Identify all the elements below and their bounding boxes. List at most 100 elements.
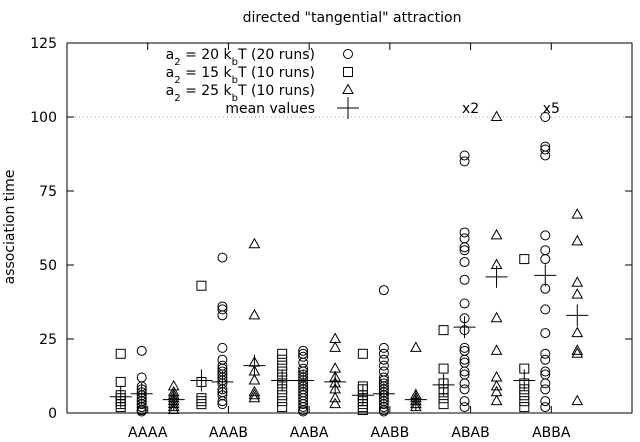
data-point-triangle xyxy=(248,373,261,385)
data-point-circle xyxy=(540,396,551,407)
x-tick-label: ABAB xyxy=(451,425,489,441)
data-point-circle xyxy=(298,345,309,356)
data-point-triangle xyxy=(571,344,584,355)
data-point-circle xyxy=(459,384,470,395)
mean-marker xyxy=(566,304,589,327)
data-point-circle xyxy=(136,406,147,417)
data-point-square xyxy=(438,399,449,410)
data-point-circle xyxy=(540,245,551,256)
mean-marker xyxy=(432,373,455,396)
data-point-circle xyxy=(136,372,147,383)
data-point-circle xyxy=(459,227,470,238)
data-point-triangle xyxy=(490,228,503,240)
data-point-triangle xyxy=(490,394,503,406)
annotation-label: x5 xyxy=(543,101,560,117)
data-point-circle xyxy=(540,384,551,395)
data-point-square xyxy=(519,402,530,413)
data-point-circle xyxy=(459,257,470,268)
data-point-triangle xyxy=(167,379,180,391)
data-point-circle xyxy=(459,396,470,407)
data-point-square xyxy=(115,348,126,359)
data-point-triangle xyxy=(248,391,261,403)
data-point-circle xyxy=(378,348,389,359)
data-point-triangle xyxy=(571,288,584,299)
data-point-triangle xyxy=(571,347,584,358)
data-point-square xyxy=(277,354,288,365)
data-point-circle xyxy=(459,298,470,309)
mean-marker xyxy=(534,264,557,287)
data-point-circle xyxy=(217,252,228,263)
mean-marker xyxy=(190,369,213,392)
data-point-circle xyxy=(540,150,551,161)
data-point-circle xyxy=(378,406,389,417)
data-point-triangle xyxy=(490,344,503,355)
data-point-triangle xyxy=(167,403,180,415)
data-point-square xyxy=(438,325,449,336)
data-point-circle xyxy=(540,304,551,315)
data-point-circle xyxy=(459,156,470,167)
data-point-circle xyxy=(459,342,470,353)
legend-label: a2 = 20 kbT (20 runs) xyxy=(166,47,315,68)
data-point-circle xyxy=(459,402,470,413)
data-point-circle xyxy=(217,304,228,315)
mean-marker xyxy=(243,354,266,377)
mean-marker xyxy=(404,388,427,411)
data-point-square xyxy=(277,360,288,371)
data-point-square xyxy=(277,396,288,407)
data-point-square xyxy=(438,363,449,374)
axes: 0 25 50 75 100 125 AAAA AAAB AABA AABB ABAB ABBA xyxy=(30,36,633,441)
legend-marker-circle xyxy=(343,49,353,59)
data-point-triangle xyxy=(571,208,584,219)
mean-marker xyxy=(485,265,508,288)
annotation-label: x2 xyxy=(462,101,479,117)
data-point-circle xyxy=(298,402,309,413)
data-point-circle xyxy=(217,396,228,407)
x-tick-label: AAAA xyxy=(128,425,168,441)
data-point-square xyxy=(519,396,530,407)
data-point-triangle xyxy=(571,234,584,246)
data-point-square xyxy=(277,390,288,401)
data-point-square xyxy=(196,396,207,407)
chart-title: directed "tangential" attraction xyxy=(243,10,462,26)
data-point-triangle xyxy=(248,237,261,249)
x-tick-label: AAAB xyxy=(209,425,248,441)
data-point-circle xyxy=(217,342,228,353)
data-point-square xyxy=(519,254,530,265)
legend-label: mean values xyxy=(225,101,315,117)
legend-label: a2 = 25 kbT (10 runs) xyxy=(166,83,315,104)
data-point-circle xyxy=(298,399,309,410)
mean-marker xyxy=(211,370,234,393)
mean-marker xyxy=(130,382,153,405)
data-point-circle xyxy=(459,242,470,253)
data-point-triangle xyxy=(329,332,341,343)
data-point-circle xyxy=(540,254,551,265)
legend: a2 = 20 kbT (20 runs)a2 = 15 kbT (10 run… xyxy=(166,47,359,119)
data-point-circle xyxy=(540,328,551,339)
y-tick-label: 50 xyxy=(39,258,57,274)
mean-marker xyxy=(453,316,476,339)
data-point-circle xyxy=(459,354,470,365)
data-point-square xyxy=(519,390,530,401)
data-point-circle xyxy=(136,345,147,356)
x-tick-label: AABB xyxy=(370,425,409,441)
data-point-circle xyxy=(540,230,551,241)
data-point-triangle xyxy=(571,276,584,287)
data-point-triangle xyxy=(490,370,503,382)
x-tick-label: ABBA xyxy=(532,425,571,441)
legend-marker-triangle xyxy=(342,83,354,94)
y-tick-label: 100 xyxy=(30,110,57,126)
data-point-triangle xyxy=(410,341,422,352)
data-marks: x2 x5 xyxy=(109,101,589,417)
mean-marker xyxy=(292,369,315,392)
data-point-triangle xyxy=(248,385,261,397)
data-point-circle xyxy=(378,342,389,353)
data-point-circle xyxy=(540,144,551,155)
data-point-square xyxy=(115,376,126,387)
data-point-square xyxy=(196,280,207,291)
data-point-triangle xyxy=(329,391,341,403)
data-point-triangle xyxy=(329,341,341,352)
data-point-circle xyxy=(378,285,389,296)
data-point-circle xyxy=(540,348,551,359)
data-point-square xyxy=(277,402,288,413)
mean-marker xyxy=(271,369,294,392)
